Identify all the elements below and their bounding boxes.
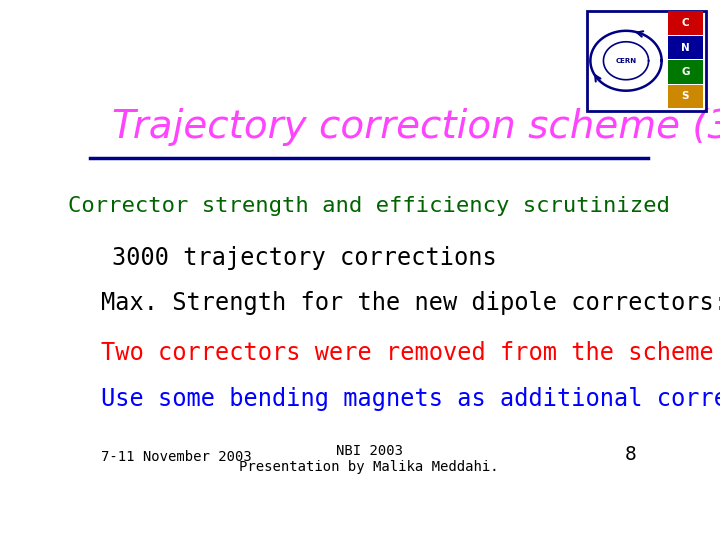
Text: Presentation by Malika Meddahi.: Presentation by Malika Meddahi. (239, 461, 499, 474)
Text: CERN: CERN (616, 58, 636, 64)
Text: 8: 8 (625, 445, 637, 464)
Bar (667, 36, 703, 59)
Text: Two correctors were removed from the scheme: Two correctors were removed from the sch… (101, 341, 714, 365)
Text: Corrector strength and efficiency scrutinized: Corrector strength and efficiency scruti… (68, 196, 670, 216)
Text: Use some bending magnets as additional correctors.: Use some bending magnets as additional c… (101, 387, 720, 411)
Text: NBI 2003: NBI 2003 (336, 444, 402, 458)
Text: N: N (681, 43, 690, 52)
Text: Max. Strength for the new dipole correctors: 60 μrad: Max. Strength for the new dipole correct… (101, 292, 720, 315)
Text: 3000 trajectory corrections: 3000 trajectory corrections (112, 246, 497, 269)
Text: S: S (682, 91, 689, 102)
Bar (667, 85, 703, 108)
Text: Trajectory correction scheme (3): Trajectory correction scheme (3) (112, 109, 720, 146)
Text: G: G (681, 67, 690, 77)
Bar (667, 11, 703, 35)
Text: 7-11 November 2003: 7-11 November 2003 (101, 450, 252, 464)
Bar (667, 60, 703, 84)
Text: C: C (682, 18, 689, 28)
